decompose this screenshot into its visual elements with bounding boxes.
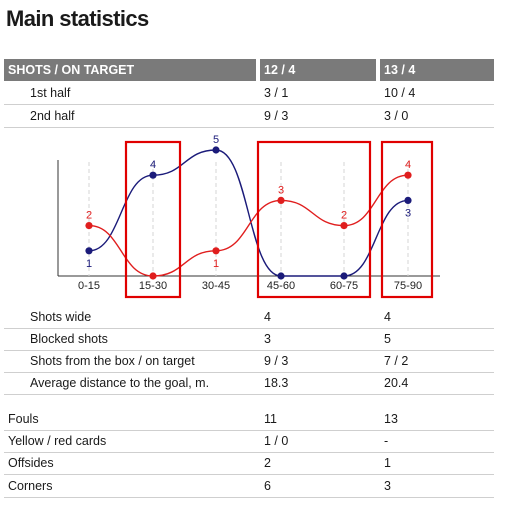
data-label: 1 xyxy=(86,258,92,270)
data-point xyxy=(404,171,412,179)
data-point xyxy=(85,222,93,230)
row-team2-value: 7 / 2 xyxy=(384,354,409,368)
row-team1-value: 4 xyxy=(264,310,271,324)
row-team1-value: 9 / 3 xyxy=(264,109,289,123)
row-team1-value: 3 xyxy=(264,332,271,346)
data-label: 2 xyxy=(86,210,92,222)
table-row: Corners 6 3 xyxy=(4,475,494,498)
data-label: 3 xyxy=(405,207,411,219)
row-label: Blocked shots xyxy=(30,332,108,346)
row-team1-value: 2 xyxy=(264,456,271,470)
row-label: 2nd half xyxy=(30,109,75,123)
x-tick-label: 45-60 xyxy=(267,280,295,292)
data-label: 1 xyxy=(213,258,219,270)
row-team2-value: - xyxy=(384,434,389,448)
shots-timeline-chart: 0-15 15-30 30-45 45-60 60-75 75-90 1 4 5 3 2 1 3 2 4 xyxy=(0,132,505,302)
highlight-box xyxy=(380,140,434,299)
table-row: Shots wide 4 4 xyxy=(4,306,494,329)
x-tick-label: 75-90 xyxy=(394,280,422,292)
shots-header-team2: 13 / 4 xyxy=(384,63,416,77)
data-point xyxy=(149,272,157,280)
header-separator xyxy=(376,59,380,81)
row-label: Shots wide xyxy=(30,310,92,324)
data-point xyxy=(277,196,285,204)
x-tick-label: 30-45 xyxy=(202,280,230,292)
row-team2-value: 10 / 4 xyxy=(384,86,416,100)
row-label: Offsides xyxy=(8,456,54,470)
row-label: 1st half xyxy=(30,86,71,100)
data-point xyxy=(404,196,412,204)
header-separator xyxy=(256,59,260,81)
x-tick-label: 15-30 xyxy=(139,280,167,292)
row-team1-value: 3 / 1 xyxy=(264,86,289,100)
highlight-box xyxy=(124,140,182,299)
data-point xyxy=(340,272,348,280)
shots-header-team1: 12 / 4 xyxy=(264,63,296,77)
row-label: Shots from the box / on target xyxy=(30,354,195,368)
series-line xyxy=(88,174,409,277)
data-point xyxy=(212,146,220,154)
row-label: Yellow / red cards xyxy=(8,434,107,448)
row-team1-value: 1 / 0 xyxy=(264,434,289,448)
row-team2-value: 3 / 0 xyxy=(384,109,409,123)
row-team1-value: 11 xyxy=(264,412,277,426)
data-label: 4 xyxy=(150,159,156,171)
row-team2-value: 13 xyxy=(384,412,398,426)
page-title: Main statistics xyxy=(6,6,149,31)
highlight-box xyxy=(256,140,372,299)
table-row: Fouls 11 13 xyxy=(4,408,494,431)
data-point xyxy=(212,247,220,255)
chart-svg: 0-15 15-30 30-45 45-60 60-75 75-90 1 4 5 3 2 1 3 2 4 xyxy=(57,134,440,299)
shots-header-row: SHOTS / ON TARGET 12 / 4 13 / 4 xyxy=(4,59,494,81)
x-tick-label: 60-75 xyxy=(330,280,358,292)
data-label: 2 xyxy=(341,210,347,222)
row-team2-value: 4 xyxy=(384,310,391,324)
row-team2-value: 3 xyxy=(384,479,391,493)
table-row: Blocked shots 3 5 xyxy=(4,328,494,351)
shots-header-label: SHOTS / ON TARGET xyxy=(8,63,135,77)
table-row: Average distance to the goal, m. 18.3 20… xyxy=(4,372,494,395)
series-line xyxy=(88,149,409,277)
data-point xyxy=(85,247,93,255)
row-label: Average distance to the goal, m. xyxy=(30,376,210,390)
data-point xyxy=(277,272,285,280)
x-tick-label: 0-15 xyxy=(78,280,100,292)
row-team2-value: 5 xyxy=(384,332,391,346)
row-team2-value: 20.4 xyxy=(384,376,409,390)
data-label: 3 xyxy=(278,184,284,196)
table-row: 1st half 3 / 1 10 / 4 xyxy=(4,82,494,105)
row-team2-value: 1 xyxy=(384,456,391,470)
data-point xyxy=(340,222,348,230)
table-row: Yellow / red cards 1 / 0 - xyxy=(4,430,494,453)
table-row: 2nd half 9 / 3 3 / 0 xyxy=(4,105,494,128)
row-team1-value: 9 / 3 xyxy=(264,354,289,368)
data-label: 5 xyxy=(213,134,219,146)
row-label: Corners xyxy=(8,479,53,493)
data-label: 4 xyxy=(405,159,411,171)
row-team1-value: 6 xyxy=(264,479,271,493)
table-row: Offsides 2 1 xyxy=(4,452,494,475)
row-team1-value: 18.3 xyxy=(264,376,289,390)
row-label: Fouls xyxy=(8,412,39,426)
data-point xyxy=(149,171,157,179)
table-row: Shots from the box / on target 9 / 3 7 /… xyxy=(4,350,494,373)
